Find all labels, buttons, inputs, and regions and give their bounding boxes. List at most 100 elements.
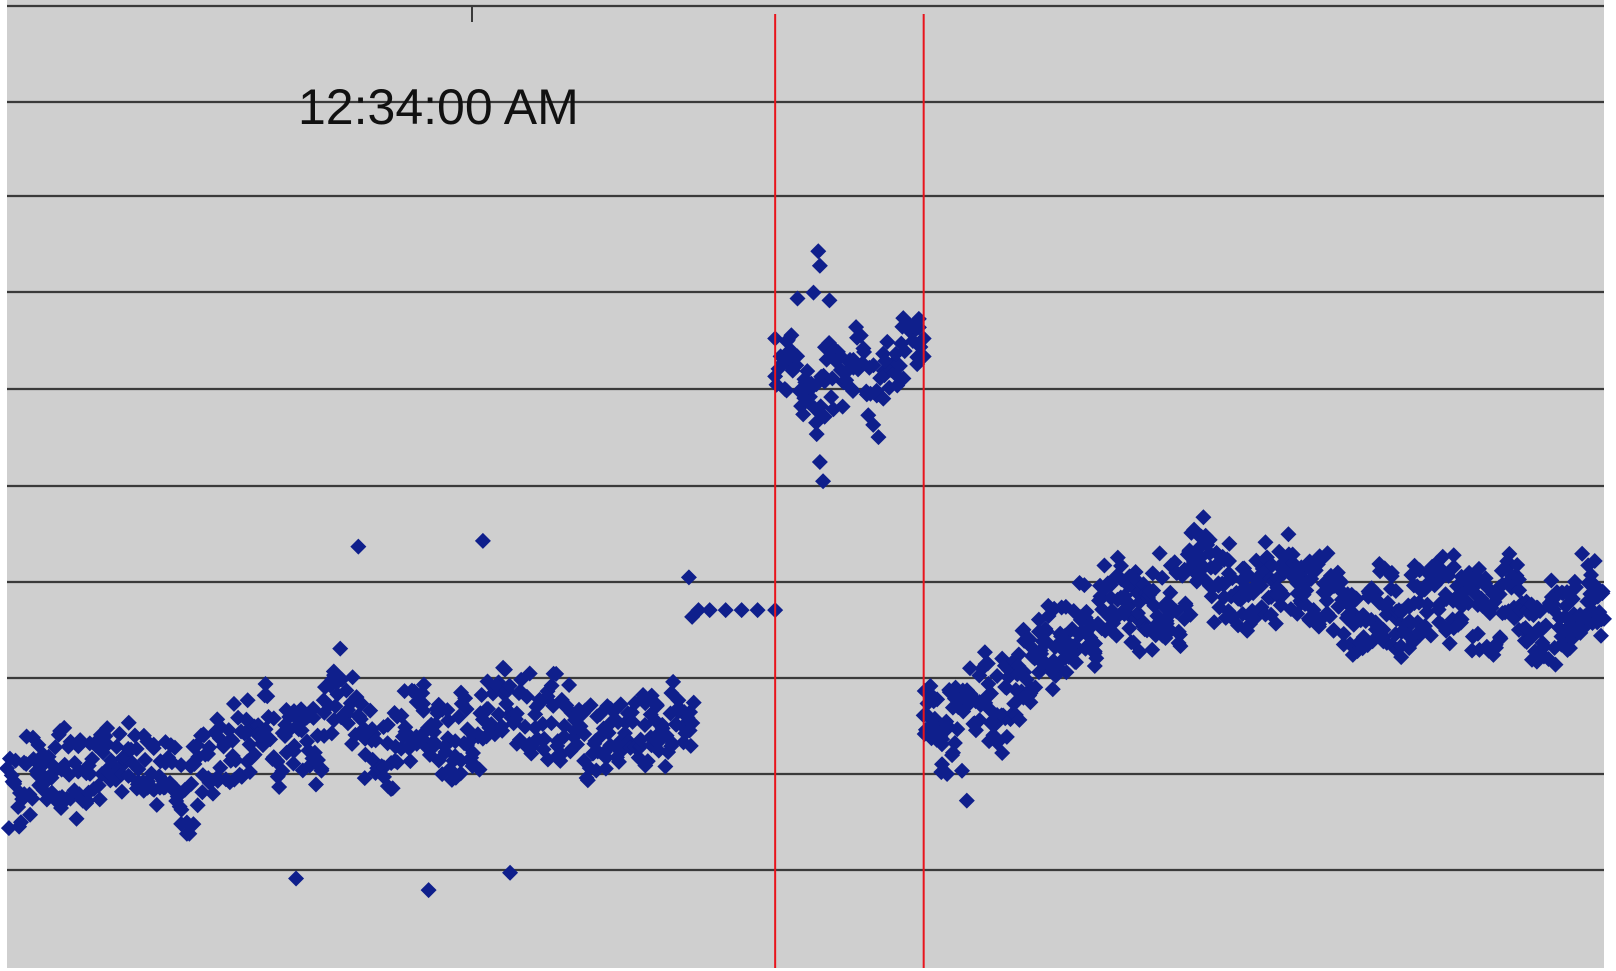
data-point (166, 739, 183, 756)
data-point (194, 784, 211, 801)
data-point (241, 764, 258, 781)
data-point (498, 695, 515, 712)
data-point (493, 718, 510, 735)
data-point (24, 790, 41, 807)
data-point (43, 769, 60, 786)
data-point (382, 780, 399, 797)
data-point (1567, 579, 1584, 596)
data-point (821, 292, 838, 309)
data-point (684, 715, 701, 732)
data-point (1445, 547, 1462, 564)
time-annotation: 12:34:00 AM (298, 79, 579, 135)
data-point (1275, 586, 1292, 603)
data-point (183, 775, 200, 792)
data-point (1333, 574, 1350, 591)
data-point (1166, 554, 1183, 571)
data-point (556, 728, 573, 745)
data-point (1088, 650, 1105, 667)
data-point (1596, 610, 1612, 627)
data-point (293, 722, 310, 739)
data-point (1592, 627, 1609, 644)
data-point (827, 352, 844, 369)
data-point (473, 686, 490, 703)
data-point (339, 715, 356, 732)
data-point (1564, 590, 1581, 607)
data-point (323, 725, 340, 742)
data-point (1469, 625, 1486, 642)
data-point (299, 733, 316, 750)
data-point (344, 669, 361, 686)
data-point (402, 753, 419, 770)
data-point (1422, 627, 1439, 644)
data-point (113, 783, 130, 800)
data-point (1010, 657, 1027, 674)
data-point (929, 691, 946, 708)
data-point (1027, 679, 1044, 696)
data-point (1574, 545, 1591, 562)
data-point (0, 820, 17, 837)
data-point (664, 735, 681, 752)
data-point (861, 359, 878, 376)
data-point (1154, 569, 1171, 586)
data-point (1182, 606, 1199, 623)
data-point (1383, 564, 1400, 581)
data-point (1038, 623, 1055, 640)
data-point (0, 760, 15, 777)
data-point (471, 761, 488, 778)
data-point (415, 676, 432, 693)
data-point (517, 718, 534, 735)
data-point (185, 816, 202, 833)
data-point (815, 473, 832, 490)
data-point (452, 765, 469, 782)
data-point (338, 682, 355, 699)
data-point (1203, 588, 1220, 605)
data-point (1280, 526, 1297, 543)
data-point (1253, 577, 1270, 594)
data-point (148, 796, 165, 813)
data-point (457, 690, 474, 707)
data-point (1011, 711, 1028, 728)
data-point (1387, 582, 1404, 599)
data-point (875, 390, 892, 407)
data-point (362, 702, 379, 719)
data-point (1537, 617, 1554, 634)
data-point (307, 776, 324, 793)
data-point (1509, 556, 1526, 573)
data-point (474, 532, 491, 549)
data-point (90, 777, 107, 794)
data-point (949, 721, 966, 738)
data-point (68, 810, 85, 827)
data-point (84, 751, 101, 768)
data-point (1321, 608, 1338, 625)
data-point (458, 701, 475, 718)
data-point (1284, 546, 1301, 563)
data-point (784, 362, 801, 379)
data-point (189, 797, 206, 814)
data-point (262, 731, 279, 748)
data-point (717, 602, 734, 619)
data-point (799, 363, 816, 380)
data-point (137, 751, 154, 768)
data-point (313, 762, 330, 779)
data-point (56, 719, 73, 736)
data-point (870, 429, 887, 446)
data-point (1131, 643, 1148, 660)
vertical-marker-lines (774, 14, 925, 968)
data-point (113, 766, 130, 783)
data-point (1151, 545, 1168, 562)
data-point (271, 779, 288, 796)
data-point (811, 453, 828, 470)
data-point (778, 382, 795, 399)
data-point (12, 814, 29, 831)
data-point (108, 738, 125, 755)
data-point (648, 696, 665, 713)
data-point (389, 754, 406, 771)
data-point (1511, 582, 1528, 599)
data-point (877, 352, 894, 369)
data-point (479, 700, 496, 717)
data-point (111, 725, 128, 742)
data-point (1066, 653, 1083, 670)
data-point (1348, 590, 1365, 607)
data-point (501, 677, 518, 694)
